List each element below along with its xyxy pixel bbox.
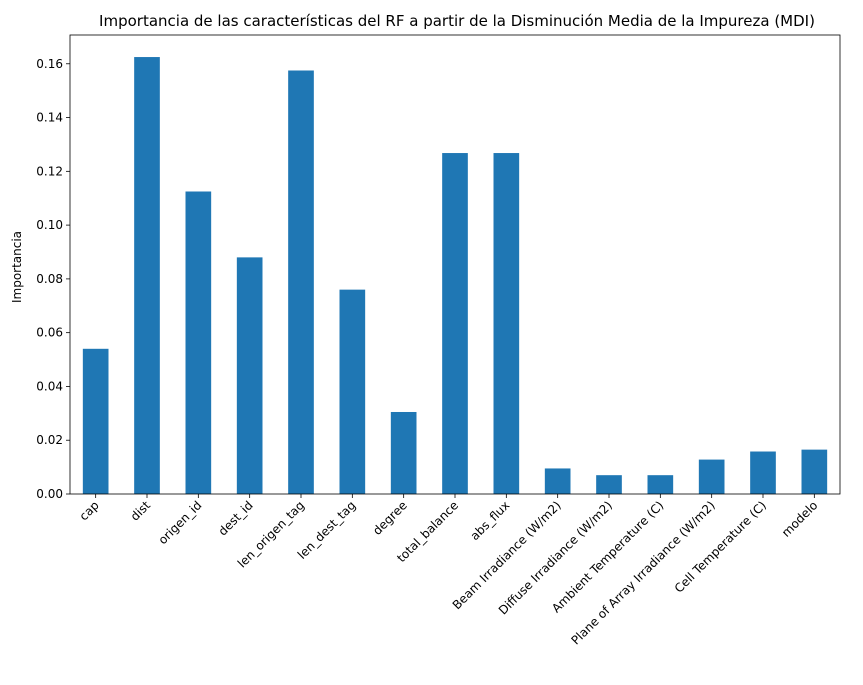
bar-5: [339, 289, 366, 494]
bar-2: [185, 191, 212, 494]
y-tick-label: 0.10: [36, 218, 63, 232]
y-axis-title: Importancia: [10, 231, 24, 303]
bar-3: [236, 257, 263, 494]
plot-frame: [69, 34, 841, 495]
bar-13: [750, 451, 776, 494]
bar-6: [390, 411, 417, 494]
axes-spines: [69, 34, 841, 495]
bar-8: [493, 153, 520, 494]
bar-10: [596, 475, 622, 494]
bar-12: [698, 459, 725, 494]
bar-0: [82, 348, 109, 494]
y-axis: 0.00 0.02 0.04 0.06 0.08 0.10 0.12 0.14 0.16: [36, 57, 70, 501]
y-tick-label: 0.06: [36, 326, 63, 340]
bar-1: [134, 57, 160, 495]
bar-9: [544, 468, 571, 494]
bar-7: [442, 153, 468, 494]
bar-4: [288, 70, 314, 495]
y-tick-label: 0.14: [36, 111, 63, 125]
y-tick-label: 0.00: [36, 487, 63, 501]
y-tick-label: 0.08: [36, 272, 63, 286]
bar-11: [647, 475, 674, 494]
bars: [82, 57, 828, 495]
chart-title: Importancia de las características del R…: [99, 12, 815, 30]
y-tick-label: 0.12: [36, 164, 63, 178]
bar-14: [801, 449, 828, 494]
y-tick-label: 0.02: [36, 433, 63, 447]
y-tick-label: 0.16: [36, 57, 63, 71]
y-tick-label: 0.04: [36, 379, 63, 393]
